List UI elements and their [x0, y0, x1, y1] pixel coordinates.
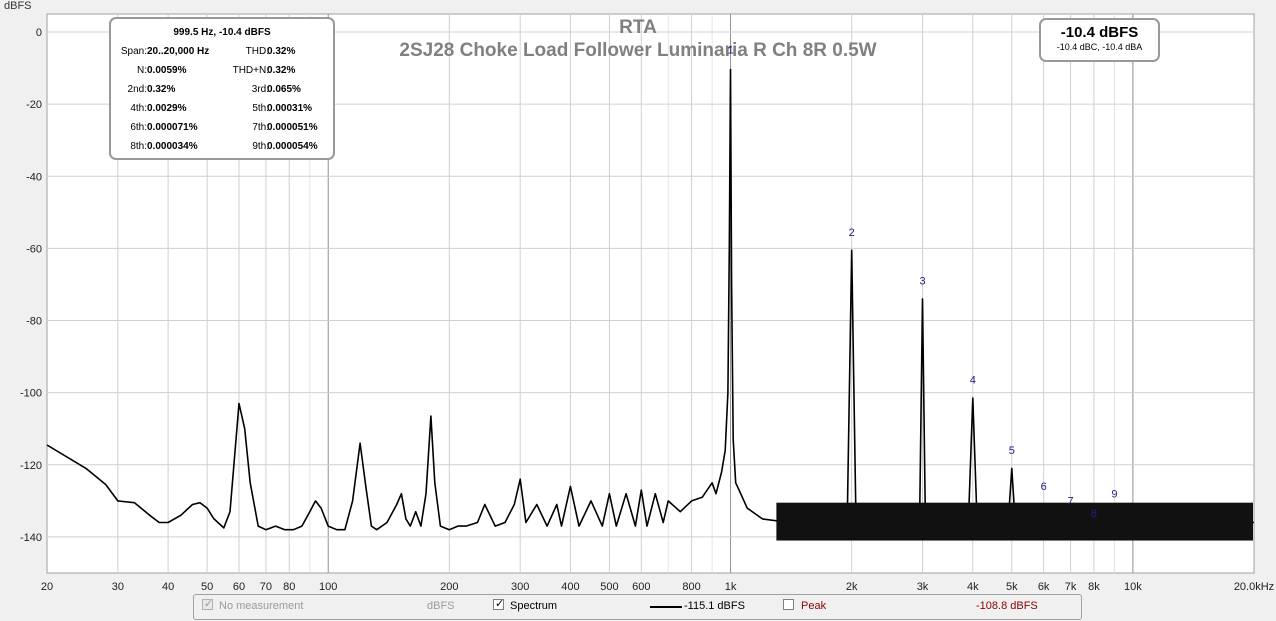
- series: [46, 68, 1254, 541]
- x-tick-label: 60: [233, 581, 245, 592]
- y-tick-label: -100: [20, 388, 42, 400]
- level-readout-main: -10.4 dBFS: [1060, 24, 1139, 41]
- stats-label: 4th:: [130, 103, 147, 114]
- x-tick-label: 1k: [725, 581, 737, 592]
- stats-label: 6th:: [130, 122, 147, 133]
- stats-label: 7th:: [252, 122, 269, 133]
- y-tick-label: -20: [26, 99, 42, 111]
- axis-ticks: 20 30 40 50 60 70 80 100 200 300 400 500 600 800 1k 2k 3…: [20, 27, 1274, 592]
- stats-value: 0.000071%: [147, 122, 198, 133]
- stats-header: 999.5 Hz, -10.4 dBFS: [173, 27, 271, 38]
- stats-value: 0.000054%: [267, 141, 318, 152]
- harmonic-label: 2: [849, 227, 855, 239]
- harmonic-label: 5: [1009, 445, 1015, 457]
- spectrum-checkbox[interactable]: ✓: [493, 598, 505, 610]
- stats-value: 0.00031%: [267, 103, 313, 114]
- stats-label: N:: [137, 65, 147, 76]
- chart-subtitle: 2SJ28 Choke Load Follower Luminaria R Ch…: [399, 40, 876, 61]
- stats-value: 0.32%: [267, 46, 296, 57]
- x-tick-label: 80: [283, 581, 295, 592]
- y-tick-label: 0: [36, 27, 42, 39]
- x-tick-label: 400: [561, 581, 579, 592]
- chart-title: RTA: [619, 17, 657, 38]
- harmonic-label: 7: [1068, 495, 1074, 507]
- y-tick-label: -60: [26, 243, 42, 255]
- x-tick-label: 5k: [1006, 581, 1018, 592]
- x-tick-label: 800: [682, 581, 700, 592]
- stats-row: N: 0.0059% THD+N: 0.32%: [111, 65, 333, 79]
- stats-value: 0.065%: [267, 84, 301, 95]
- x-tick-label: 2k: [846, 581, 858, 592]
- stats-label: 9th:: [252, 141, 269, 152]
- level-readout-panel: -10.4 dBFS -10.4 dBC, -10.4 dBA: [1039, 18, 1160, 62]
- x-tick-label: 20: [41, 581, 53, 592]
- stats-label: 2nd:: [127, 84, 147, 95]
- stats-value: 0.000051%: [267, 122, 318, 133]
- harmonic-label: 4: [970, 375, 976, 387]
- stats-row: 6th: 0.000071% 7th: 0.000051%: [111, 122, 333, 136]
- harmonic-label: 8: [1091, 508, 1097, 520]
- no-measurement-unit: dBFS: [427, 600, 455, 612]
- stats-row: 8th: 0.000034% 9th: 0.000054%: [111, 141, 333, 155]
- x-tick-label: 200: [440, 581, 458, 592]
- harmonic-label: 6: [1041, 481, 1047, 493]
- distortion-stats-panel: 999.5 Hz, -10.4 dBFS Span: 20..20,000 Hz…: [109, 17, 335, 160]
- x-tick-label: 8k: [1088, 581, 1100, 592]
- x-tick-label: 30: [112, 581, 124, 592]
- x-tick-label: 500: [600, 581, 618, 592]
- stats-label: 8th:: [130, 141, 147, 152]
- x-tick-label: 10k: [1124, 581, 1142, 592]
- stats-value: 0.000034%: [147, 141, 198, 152]
- stats-value: 0.0059%: [147, 65, 187, 76]
- x-tick-label: 7k: [1065, 581, 1077, 592]
- y-tick-label: -40: [26, 171, 42, 183]
- y-tick-label: -140: [20, 532, 42, 544]
- no-measurement-checkbox[interactable]: ✓: [202, 598, 214, 610]
- checkmark-icon: ✓: [495, 598, 505, 610]
- checkmark-icon: ✓: [204, 598, 214, 610]
- harmonic-label: 9: [1111, 488, 1117, 500]
- stats-value: 0.32%: [267, 65, 296, 76]
- stats-label: 3rd:: [251, 84, 269, 95]
- x-tick-label: 100: [319, 581, 337, 592]
- x-tick-label: 6k: [1038, 581, 1050, 592]
- spectrum-swatch: [650, 606, 682, 608]
- y-axis-label: dBFS: [4, 0, 32, 12]
- stats-row: 2nd: 0.32% 3rd: 0.065%: [111, 84, 333, 98]
- x-tick-label: 20.0kHz: [1234, 581, 1274, 592]
- x-tick-label: 40: [162, 581, 174, 592]
- x-tick-label: 70: [260, 581, 272, 592]
- stats-row: 4th: 0.0029% 5th: 0.00031%: [111, 103, 333, 117]
- stats-label: THD:: [245, 46, 269, 57]
- spectrum-label: Spectrum: [510, 600, 558, 612]
- harmonic-label: 3: [919, 275, 925, 287]
- legend-bar: ✓ No measurement dBFS ✓ Spectrum -115.1 …: [193, 594, 1082, 620]
- x-tick-label: 3k: [917, 581, 929, 592]
- stats-label: Span:: [120, 46, 147, 57]
- peak-label: Peak: [801, 600, 827, 612]
- stats-label: THD+N:: [232, 65, 269, 76]
- x-tick-label: 600: [632, 581, 650, 592]
- harmonic-labels: 1 2 3 4 5 6 7 8 9: [727, 45, 1117, 520]
- no-measurement-label: No measurement: [219, 600, 304, 612]
- peak-value: -108.8 dBFS: [976, 600, 1038, 612]
- x-tick-label: 50: [201, 581, 213, 592]
- y-tick-label: -120: [20, 460, 42, 472]
- stats-value: 20..20,000 Hz: [147, 46, 210, 57]
- stats-row: Span: 20..20,000 Hz THD: 0.32%: [111, 46, 333, 60]
- x-tick-label: 4k: [967, 581, 979, 592]
- x-tick-label: 300: [511, 581, 529, 592]
- spectrum-value: -115.1 dBFS: [684, 600, 745, 612]
- harmonic-label: 1: [727, 45, 733, 57]
- noise-floor-band: [776, 502, 1253, 541]
- peak-checkbox[interactable]: [783, 599, 794, 610]
- y-tick-label: -80: [26, 316, 42, 328]
- stats-value: 0.0029%: [147, 103, 187, 114]
- stats-label: 5th:: [252, 103, 269, 114]
- stats-value: 0.32%: [147, 84, 176, 95]
- level-readout-weighted: -10.4 dBC, -10.4 dBA: [1056, 42, 1143, 52]
